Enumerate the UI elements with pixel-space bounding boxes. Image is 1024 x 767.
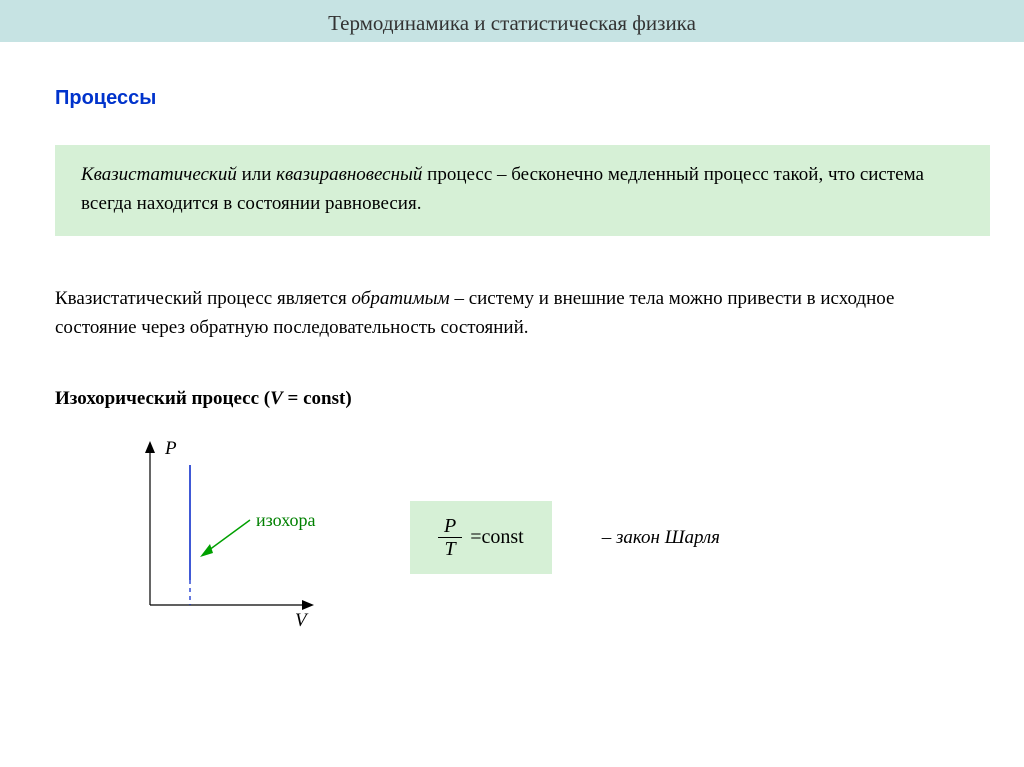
fraction: P T xyxy=(438,515,462,560)
section-title: Процессы xyxy=(55,87,1024,110)
isochora-label: изохора xyxy=(256,510,316,531)
subheading-tail: = const) xyxy=(283,388,352,409)
formula-box: P T = const xyxy=(410,501,552,574)
definition-box: Квазистатический или квазиравновесный пр… xyxy=(55,145,990,236)
subheading-var: V xyxy=(270,388,283,409)
law-text: закон Шарля xyxy=(616,527,720,548)
diagram-row: P V изохора P T = const – закон Шарля xyxy=(60,435,1024,641)
header-band: Термодинамика и статистическая физика xyxy=(0,0,1024,42)
axis-label-p: P xyxy=(165,438,177,460)
formula-eq: = xyxy=(470,526,481,549)
definition-em1: Квазистатический xyxy=(81,164,237,185)
paragraph-pre: Квазистатический процесс является xyxy=(55,288,352,309)
paragraph-em: обратимым xyxy=(352,288,450,309)
pv-chart-svg xyxy=(60,435,340,635)
subheading-label: Изохорический процесс ( xyxy=(55,388,270,409)
axis-label-v: V xyxy=(295,610,307,632)
definition-em2: квазиравновесный xyxy=(276,164,422,185)
page-title: Термодинамика и статистическая физика xyxy=(328,11,696,36)
pv-chart: P V изохора xyxy=(60,435,290,641)
isochoric-heading: Изохорический процесс (V = const) xyxy=(55,388,1024,410)
formula-const: const xyxy=(482,526,524,549)
fraction-numerator: P xyxy=(438,515,462,538)
law-dash: – xyxy=(602,527,616,548)
definition-mid1: или xyxy=(237,164,276,185)
reversible-paragraph: Квазистатический процесс является обрати… xyxy=(55,284,954,343)
law-label: – закон Шарля xyxy=(602,527,720,549)
fraction-denominator: T xyxy=(439,538,462,560)
